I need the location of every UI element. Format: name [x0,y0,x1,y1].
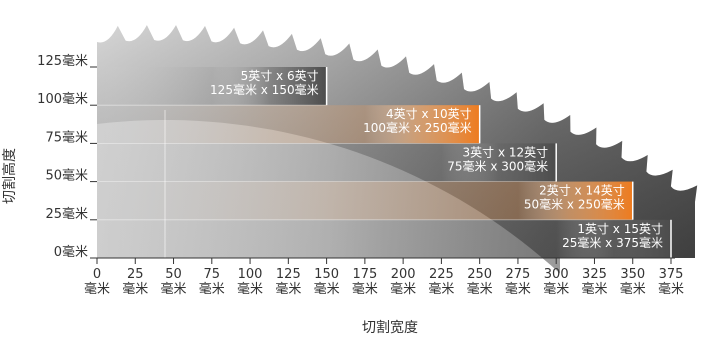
bar-label-inches: 3英寸 x 12英寸 [463,145,549,159]
y-tick-label: 25毫米 [45,206,88,222]
x-tick-unit: 毫米 [237,281,263,297]
bar-label-inches: 1英寸 x 15英寸 [577,222,663,236]
capacity-bar-fill [441,143,557,182]
x-tick-unit: 毫米 [581,281,607,297]
x-tick-unit: 毫米 [620,281,646,297]
bar-label-inches: 4英寸 x 10英寸 [386,107,472,121]
x-tick-label: 375 [659,267,684,282]
bar-label-mm: 75毫米 x 300毫米 [447,158,548,173]
x-tick-label: 250 [467,267,492,282]
x-tick-unit: 毫米 [122,281,148,297]
bar-label-mm: 50毫米 x 250毫米 [524,197,625,212]
y-tick-label: 0毫米 [54,244,88,260]
y-tick-label: 125毫米 [37,53,88,69]
x-tick-unit: 毫米 [275,281,301,297]
axes: 0毫米25毫米50毫米75毫米100毫米125毫米150毫米175毫米200毫米… [37,53,684,297]
capacity-bar-fill [556,219,671,258]
x-tick-unit: 毫米 [161,281,187,297]
y-tick-label: 50毫米 [45,168,88,184]
capacity-bar-fill [517,181,633,220]
bar-label-mm: 25毫米 x 375毫米 [562,235,663,250]
x-tick-label: 175 [352,267,377,282]
capacity-bar-fill [211,67,327,106]
x-tick-label: 325 [582,267,607,282]
x-tick-label: 75 [204,267,221,282]
bar-label-inches: 5英寸 x 6英寸 [241,69,319,83]
x-tick-label: 100 [238,267,263,282]
x-tick-label: 25 [127,267,144,282]
x-tick-unit: 毫米 [314,281,340,297]
capacity-bar-fill [364,105,480,144]
x-tick-label: 50 [165,267,182,282]
x-tick-unit: 毫米 [199,281,225,297]
y-tick-label: 100毫米 [37,91,88,107]
x-axis-title: 切割宽度 [362,319,418,336]
x-tick-label: 350 [620,267,645,282]
x-tick-unit: 毫米 [352,281,378,297]
x-tick-unit: 毫米 [505,281,531,297]
x-tick-unit: 毫米 [428,281,454,297]
x-tick-label: 225 [429,267,454,282]
y-tick-label: 75毫米 [45,129,88,145]
bar-label-mm: 100毫米 x 250毫米 [363,120,472,135]
x-tick-unit: 毫米 [390,281,416,297]
y-axis-title: 切割高度 [1,148,18,204]
x-tick-unit: 毫米 [467,281,493,297]
x-tick-label: 150 [314,267,339,282]
x-tick-label: 200 [391,267,416,282]
x-tick-label: 300 [544,267,569,282]
x-tick-label: 275 [506,267,531,282]
x-tick-unit: 毫米 [84,281,110,297]
x-tick-label: 125 [276,267,301,282]
x-tick-label: 0 [93,267,101,282]
bar-label-inches: 2英寸 x 14英寸 [539,184,625,198]
bar-label-mm: 125毫米 x 150毫米 [210,82,319,97]
x-tick-unit: 毫米 [658,281,684,297]
x-tick-unit: 毫米 [543,281,569,297]
